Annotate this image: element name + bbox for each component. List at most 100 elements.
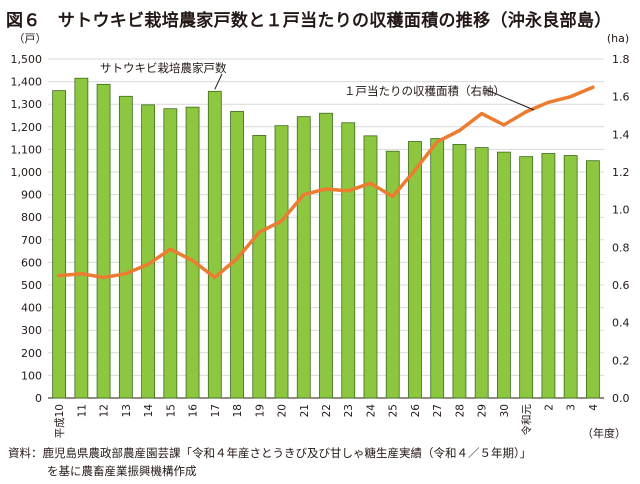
bar: [474, 147, 489, 399]
left-tick-label: 1,100: [11, 143, 43, 156]
x-tick-label: 13: [121, 404, 133, 417]
line-point: [457, 128, 462, 133]
line-point: [435, 140, 439, 144]
line-point: [391, 194, 395, 199]
x-tick-label: 17: [210, 404, 222, 417]
x-tick-label: 14: [143, 404, 155, 418]
line-point: [146, 262, 150, 266]
line-point: [79, 272, 83, 276]
right-tick-label: 0.4: [612, 317, 630, 330]
line-point: [502, 123, 506, 127]
line-series: [57, 85, 595, 280]
left-axis-unit: （戸）: [14, 32, 47, 45]
bar: [52, 90, 67, 399]
bar-series-label: サトウキビ栽培農家戸数: [100, 61, 227, 75]
bar-series-leader-line: [214, 73, 223, 90]
x-tick-label: 26: [410, 404, 422, 418]
line-point: [480, 112, 484, 116]
bar: [296, 116, 311, 399]
bar: [497, 151, 511, 399]
left-tick-label: 400: [21, 302, 42, 315]
line-point: [368, 181, 373, 185]
left-tick-label: 300: [21, 324, 42, 337]
left-tick-label: 600: [21, 256, 42, 269]
bar: [563, 155, 578, 399]
bar: [430, 138, 445, 399]
x-tick-label: 15: [165, 404, 177, 417]
left-tick-label: 800: [21, 211, 42, 224]
x-tick-label: 4: [588, 404, 600, 411]
source-note: 資料：鹿児島県農政部農産園芸課「令和４年産さとうきび及び甘しゃ糖生産実績（令和４…: [8, 444, 531, 480]
line-point: [57, 273, 61, 278]
bar: [452, 144, 467, 399]
bar: [96, 83, 111, 399]
line-series-leader-line: [486, 89, 535, 111]
line-point: [413, 168, 417, 172]
bar: [141, 104, 155, 399]
bar-series: [52, 77, 600, 399]
axes: 0 100 200 300 400 500 600 700 800 900 1,000 1,100 1,…: [11, 32, 630, 440]
bar: [185, 106, 200, 399]
bar: [385, 150, 400, 399]
bar: [74, 77, 89, 399]
annotations: サトウキビ栽培農家戸数 １戸当たりの収穫面積（右軸）: [100, 61, 535, 111]
left-tick-label: 1,200: [11, 121, 43, 134]
x-tick-label: 2: [543, 404, 555, 411]
right-tick-label: 0.0: [612, 392, 630, 405]
x-tick-label: 平成10: [54, 404, 66, 438]
x-tick-label: 11: [76, 404, 88, 417]
line-point: [346, 189, 350, 193]
x-tick-label: 16: [188, 404, 200, 418]
line-point: [546, 100, 551, 104]
x-tick-label: 3: [566, 404, 578, 411]
right-tick-label: 1.4: [612, 128, 630, 141]
left-tick-label: 1,500: [11, 53, 43, 66]
line-point: [235, 257, 239, 261]
left-tick-label: 1,400: [11, 76, 43, 89]
bar: [408, 141, 422, 399]
right-tick-label: 1.0: [612, 204, 630, 217]
left-tick-label: 200: [21, 347, 42, 360]
left-tick-label: 900: [21, 189, 42, 202]
right-tick-label: 0.2: [612, 354, 630, 367]
bar: [274, 125, 289, 399]
line-point: [257, 230, 261, 234]
line-point: [302, 193, 306, 197]
bar: [207, 90, 222, 399]
x-tick-label: 令和元: [520, 404, 533, 436]
line-point: [124, 272, 128, 276]
right-tick-label: 1.6: [612, 91, 630, 104]
bar: [319, 112, 333, 399]
line-series-label: １戸当たりの収穫面積（右軸）: [344, 84, 505, 98]
x-tick-label: 24: [365, 404, 377, 418]
right-tick-label: 0.6: [612, 279, 630, 292]
bar: [230, 111, 244, 399]
right-tick-label: 1.2: [612, 166, 630, 179]
left-tick-label: 0: [35, 392, 42, 405]
x-tick-label: 22: [321, 404, 333, 417]
x-tick-label: 28: [454, 404, 466, 417]
line-point: [524, 110, 528, 114]
line-point: [324, 187, 328, 191]
line-point: [102, 275, 106, 280]
x-tick-label: 29: [477, 404, 489, 417]
bar: [541, 153, 556, 399]
x-tick-label: 27: [432, 404, 444, 417]
bar: [585, 160, 600, 399]
left-tick-label: 700: [21, 234, 42, 247]
line-point: [168, 247, 172, 251]
x-tick-label: 18: [232, 404, 244, 417]
line-point: [569, 95, 573, 99]
left-tick-label: 1,000: [11, 166, 43, 179]
right-tick-label: 1.8: [612, 53, 630, 66]
bar: [519, 156, 534, 399]
x-tick-label: 23: [343, 404, 355, 417]
bar: [363, 135, 378, 399]
left-tick-label: 100: [21, 369, 42, 382]
bar: [118, 95, 133, 399]
bar: [252, 134, 267, 399]
x-tick-label: 19: [254, 404, 266, 417]
x-axis-label: （年度）: [582, 426, 626, 440]
x-tick-label: 30: [499, 404, 511, 417]
